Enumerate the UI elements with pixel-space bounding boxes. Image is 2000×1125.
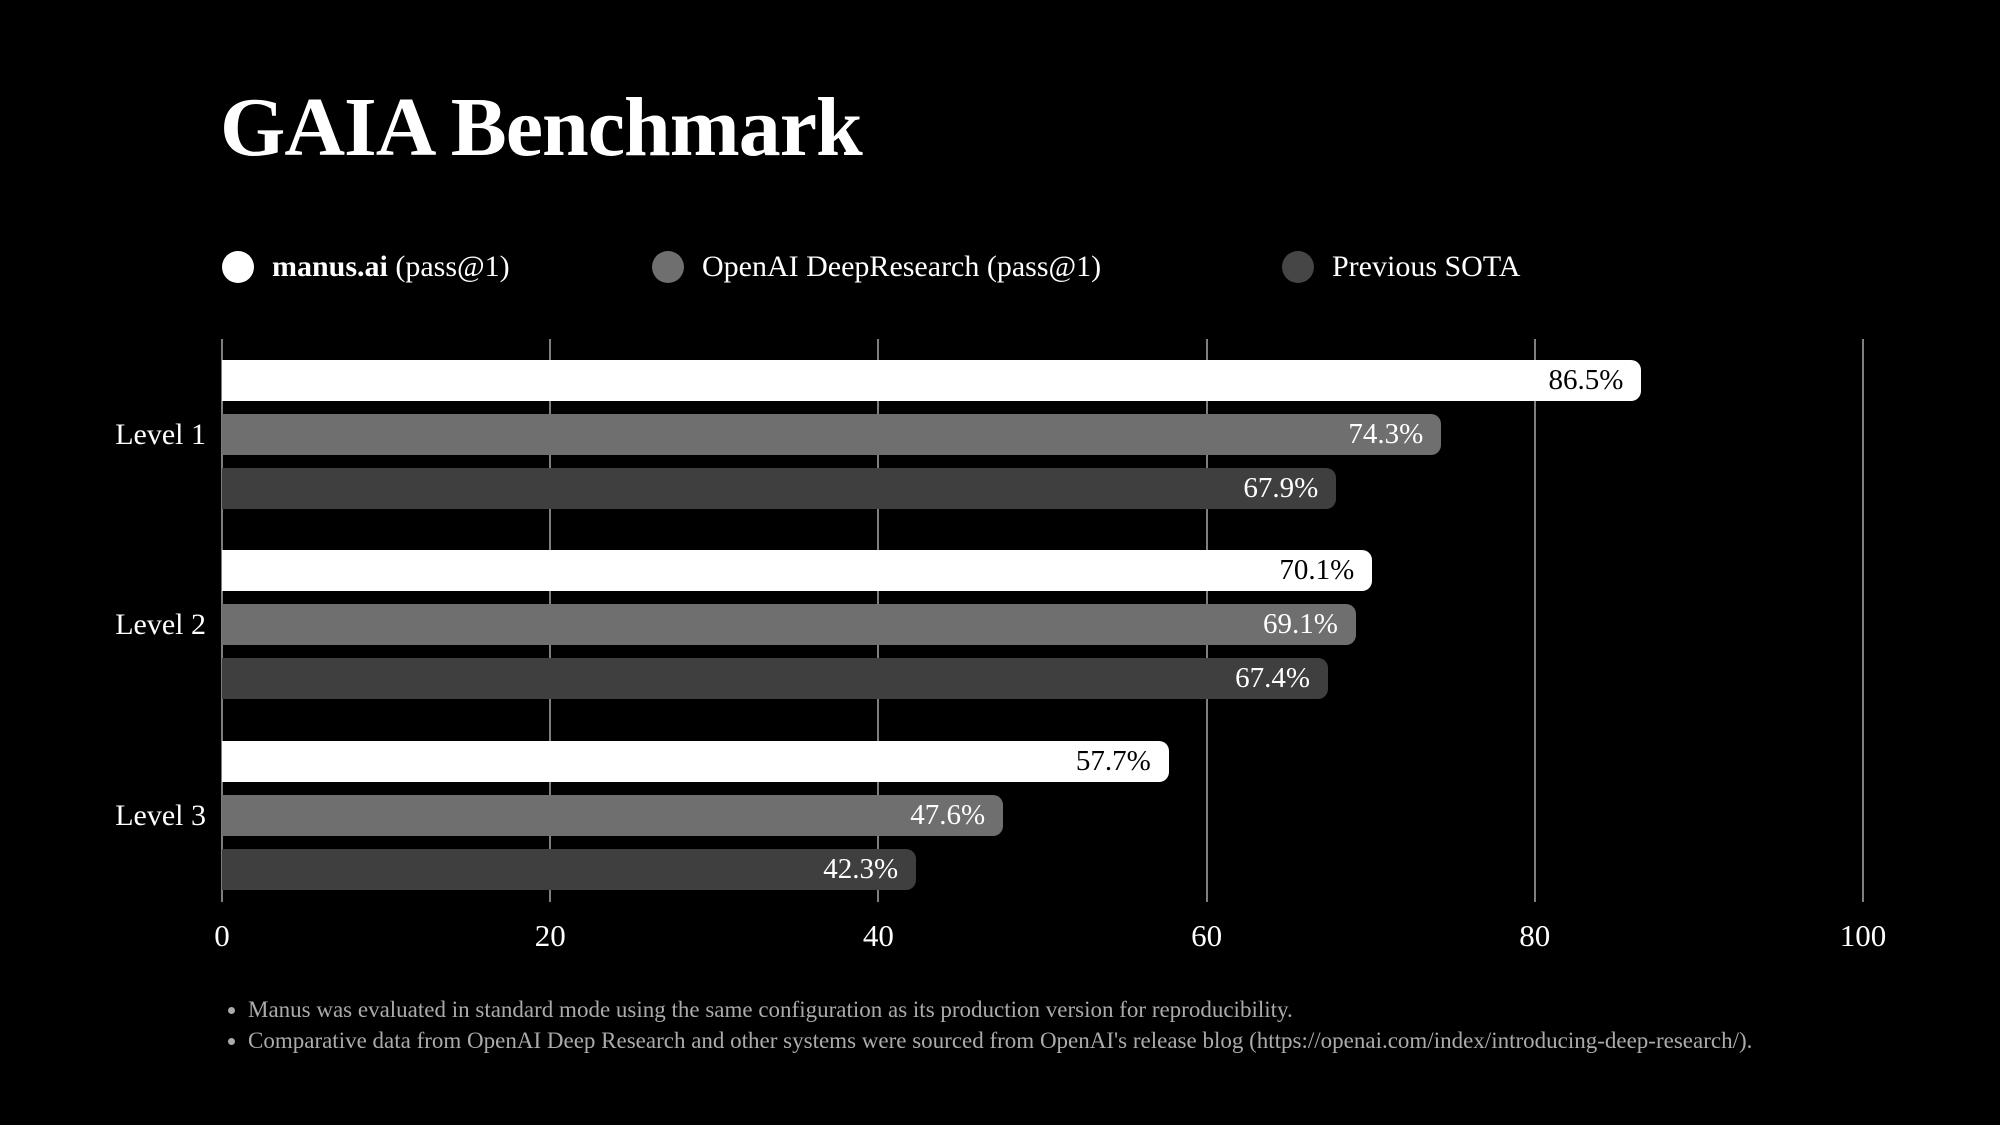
category-label: Level 1 [115,417,206,451]
chart-title: GAIA Benchmark [220,81,863,174]
legend-item-manus: manus.ai (pass@1) [222,245,510,289]
bar: 70.1% [222,550,1373,591]
legend-label-openai-rest: OpenAI DeepResearch (pass@1) [702,250,1102,283]
bar-value-label: 67.9% [1243,472,1319,504]
category-label: Level 3 [115,798,206,832]
bar-value-label: 42.3% [823,853,899,885]
legend-label-manus-rest: (pass@1) [387,250,510,283]
gridline [1533,339,1536,902]
bar: 47.6% [222,795,1004,836]
footnote-2: Comparative data from OpenAI Deep Resear… [248,1025,1752,1056]
legend-label-manus-strong: manus.ai [272,250,388,283]
legend: manus.ai (pass@1) OpenAI DeepResearch (p… [0,245,2000,289]
bar: 74.3% [222,414,1442,455]
bar: 67.4% [222,658,1329,699]
bar: 42.3% [222,849,917,890]
x-tick-label: 20 [534,918,566,953]
legend-dot-manus-icon [222,251,254,283]
x-tick-label: 0 [214,918,230,953]
x-axis: 0 20 40 60 80 100 [214,918,1886,962]
bar: 86.5% [222,360,1642,401]
plot-area: 86.5% 74.3% 67.9% 70.1% 69.1% 67.4% 57.7% 47.6%… [221,339,1864,902]
bar: 69.1% [222,604,1356,645]
bar: 57.7% [222,741,1169,782]
bar-value-label: 57.7% [1075,745,1151,777]
legend-label-manus: manus.ai (pass@1) [272,250,510,284]
category-labels: Level 1 Level 2 Level 3 [0,339,206,902]
category-label: Level 2 [115,607,206,641]
footnote-1: Manus was evaluated in standard mode usi… [248,994,1752,1025]
legend-item-previous-sota: Previous SOTA [1282,245,1520,289]
legend-item-openai-deepresearch: OpenAI DeepResearch (pass@1) [652,245,1101,289]
gridline [1862,339,1864,902]
x-tick-label: 40 [862,918,894,953]
legend-label-previous-sota: Previous SOTA [1332,250,1520,284]
bar-value-label: 47.6% [910,799,986,831]
bar-value-label: 69.1% [1263,608,1338,640]
legend-dot-openai-icon [652,251,684,283]
bar-value-label: 70.1% [1279,554,1355,586]
legend-dot-previous-sota-icon [1282,251,1314,283]
bar: 67.9% [222,468,1337,509]
bar-value-label: 86.5% [1548,364,1624,396]
x-tick-label: 80 [1519,918,1551,953]
footnotes: Manus was evaluated in standard mode usi… [222,994,1752,1056]
x-tick-label: 60 [1191,918,1223,953]
bar-value-label: 67.4% [1235,662,1311,694]
bar-value-label: 74.3% [1348,418,1424,450]
legend-label-previous-sota-rest: Previous SOTA [1332,250,1521,283]
x-tick-label: 100 [1839,918,1887,953]
legend-label-openai: OpenAI DeepResearch (pass@1) [702,250,1101,284]
